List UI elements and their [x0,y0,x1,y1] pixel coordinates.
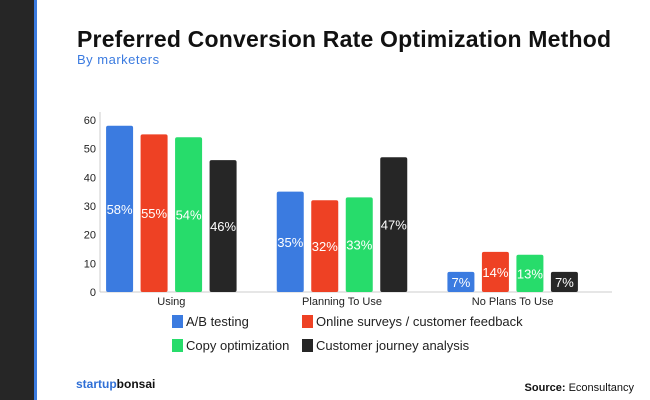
bar [380,157,408,292]
brand-logo: startupbonsai [76,377,156,391]
bar [345,197,373,292]
y-tick-label: 50 [84,144,96,156]
legend-item: Online surveys / customer feedback [302,314,523,329]
bar [209,160,237,292]
bar [106,125,134,292]
legend-swatch [302,339,313,352]
bar [276,191,304,292]
chart-subtitle: By marketers [77,52,160,67]
legend-label: Copy optimization [186,338,290,353]
left-dark-strip [0,0,34,400]
legend-label: Customer journey analysis [316,338,470,353]
legend-label: Online surveys / customer feedback [316,314,523,329]
bar [175,137,203,292]
legend-swatch [172,339,183,352]
chart-title: Preferred Conversion Rate Optimization M… [77,26,612,52]
y-tick-label: 60 [84,115,96,127]
data-label: 13% [517,266,543,281]
data-label: 46% [210,219,236,234]
y-tick-label: 20 [84,230,96,242]
y-tick-label: 0 [90,287,96,299]
legend-swatch [302,315,313,328]
data-label: 7% [452,275,471,290]
x-tick-label: Using [157,296,185,308]
y-tick-label: 40 [84,172,96,184]
x-tick-label: Planning To Use [302,296,382,308]
data-label: 33% [346,238,372,253]
legend-item: A/B testing [172,314,249,329]
bar [447,271,475,292]
bar [550,271,578,292]
data-label: 35% [277,235,303,250]
data-label: 14% [482,265,508,280]
source-note: Source: Econsultancy [524,382,634,394]
bar [311,200,339,292]
bar [481,251,509,292]
legend-swatch [172,315,183,328]
legend-label: A/B testing [186,314,249,329]
legend-item: Copy optimization [172,338,289,353]
data-label: 32% [312,239,338,254]
data-label: 55% [141,206,167,221]
legend-item: Customer journey analysis [302,338,469,353]
bar [140,134,168,292]
y-tick-label: 10 [84,258,96,270]
accent-line [34,0,37,400]
bar [516,254,544,292]
data-label: 58% [107,202,133,217]
data-label: 54% [176,208,202,223]
data-label: 7% [555,275,574,290]
data-label: 47% [381,218,407,233]
x-tick-label: No Plans To Use [472,296,554,308]
y-tick-label: 30 [84,201,96,213]
